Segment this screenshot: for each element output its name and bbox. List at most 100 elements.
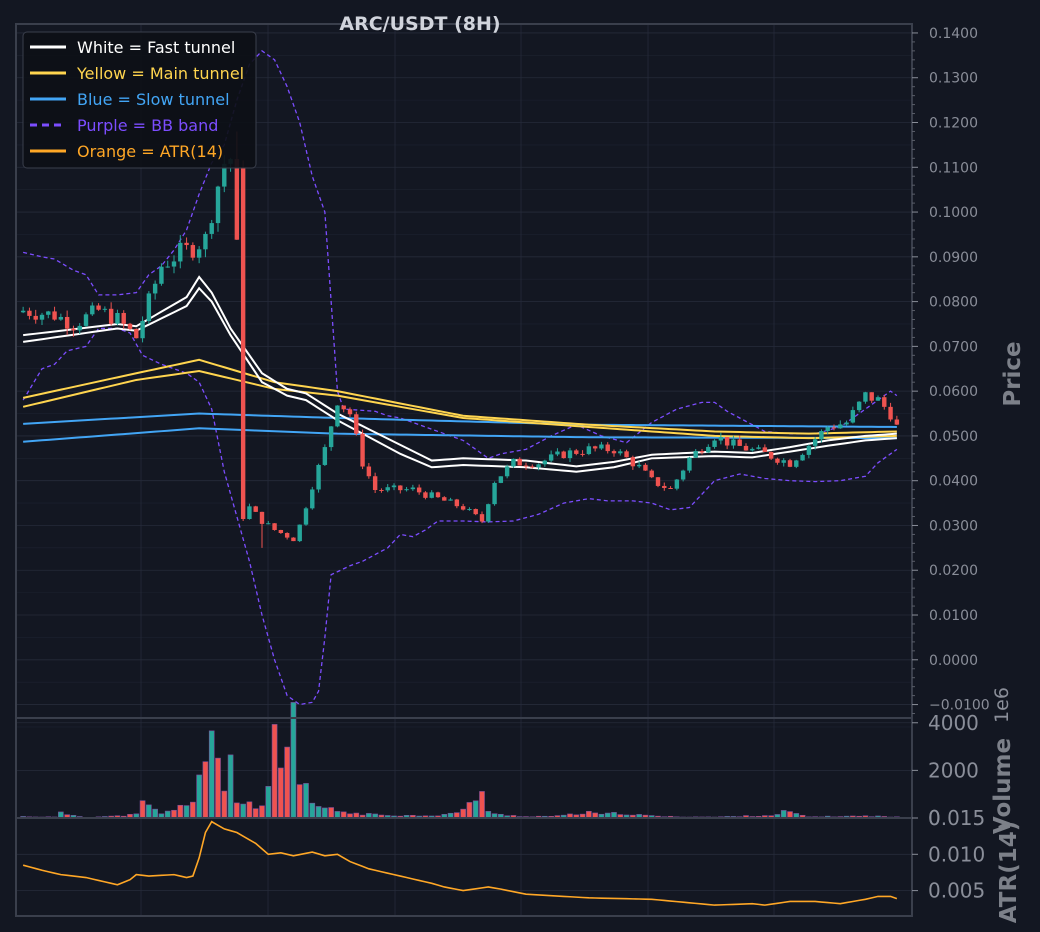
candle	[536, 463, 541, 471]
fast-tunnel-lower	[22, 286, 897, 473]
candle	[706, 444, 711, 453]
candle-body	[542, 460, 548, 465]
candle-body	[812, 439, 818, 446]
candle-body	[391, 485, 397, 488]
candle-body	[662, 485, 667, 488]
candle	[863, 391, 868, 404]
candle-body	[567, 450, 573, 459]
candle-body	[165, 266, 170, 268]
candle	[272, 523, 277, 531]
candle	[58, 313, 64, 321]
candle-body	[611, 451, 617, 454]
candle-body	[592, 446, 598, 449]
candle	[875, 395, 881, 401]
candle-body	[159, 266, 164, 284]
volume-offset-text: 1e6	[991, 687, 1013, 723]
candle-body	[385, 487, 390, 491]
candle-body	[504, 466, 510, 477]
candle	[825, 426, 830, 435]
candle	[800, 453, 805, 461]
candle-body	[699, 451, 705, 453]
candle-body	[548, 454, 554, 461]
candle	[806, 444, 812, 459]
volume-bar	[479, 791, 485, 819]
candle	[391, 483, 397, 491]
candle-body	[134, 328, 139, 339]
legend-entries: White = Fast tunnel Yellow = Main tunnel B…	[30, 38, 244, 161]
candle	[680, 469, 686, 482]
candle	[196, 246, 202, 264]
candle	[850, 406, 856, 424]
candle	[655, 477, 661, 488]
candle	[699, 449, 705, 455]
candle-body	[787, 460, 793, 467]
candle	[335, 405, 340, 428]
candle-body	[240, 167, 246, 519]
candle	[592, 445, 598, 452]
volume-bar	[284, 746, 290, 819]
candle-body	[580, 453, 585, 455]
price-tick-label: 0.0100	[929, 608, 978, 624]
candle-body	[693, 451, 698, 458]
volume-bar	[227, 754, 234, 819]
candle-body	[687, 457, 692, 471]
candle-body	[259, 511, 265, 524]
volume-bar	[202, 761, 209, 819]
volume-bar	[215, 757, 221, 819]
price-tick-label: 0.1300	[929, 71, 978, 87]
candle-body	[234, 159, 240, 240]
volume-bar	[265, 786, 272, 819]
candle	[366, 463, 372, 479]
candle-body	[486, 504, 491, 522]
candle	[385, 484, 390, 493]
candle	[693, 448, 698, 458]
candle	[416, 484, 422, 495]
candle	[96, 303, 101, 311]
candle	[775, 457, 780, 465]
legend-label: Yellow = Main tunnel	[76, 64, 244, 83]
candle	[253, 505, 258, 512]
atr-layer	[22, 820, 898, 906]
volume-bar	[190, 801, 196, 819]
candle-body	[460, 506, 466, 510]
candle-body	[756, 447, 761, 449]
candle-body	[58, 316, 64, 320]
bb-upper-line	[22, 50, 898, 460]
candle	[423, 491, 428, 500]
candle	[467, 507, 472, 511]
candle	[718, 432, 724, 445]
candle	[108, 302, 114, 326]
candle	[674, 478, 680, 491]
candle-body	[624, 451, 629, 458]
volume-bar	[221, 790, 228, 819]
price-tick-label: 0.0500	[929, 429, 978, 445]
candle-body	[850, 410, 856, 423]
candle-body	[869, 392, 874, 401]
legend-entry: Yellow = Main tunnel	[30, 64, 244, 83]
candle-body	[404, 489, 409, 491]
candle-body	[844, 422, 849, 425]
candle	[52, 306, 57, 321]
candle-body	[882, 397, 887, 407]
volume-bar	[171, 809, 177, 819]
candle-body	[599, 444, 604, 449]
candle	[750, 447, 755, 452]
candle	[561, 450, 566, 459]
candle-body	[448, 499, 453, 501]
candlestick-layer	[20, 131, 900, 548]
candle	[190, 242, 196, 261]
volume-bar	[780, 810, 787, 819]
candle	[724, 437, 730, 450]
candle	[372, 472, 378, 494]
candle-body	[536, 464, 541, 468]
candle	[310, 486, 315, 510]
legend-entry: White = Fast tunnel	[30, 38, 235, 57]
candle	[812, 437, 818, 450]
candle-body	[121, 312, 126, 324]
candle	[341, 405, 346, 413]
candle	[611, 449, 617, 457]
volume-bar	[252, 808, 259, 819]
candle	[347, 407, 353, 417]
volume-bar	[240, 803, 246, 819]
candle	[360, 429, 365, 470]
